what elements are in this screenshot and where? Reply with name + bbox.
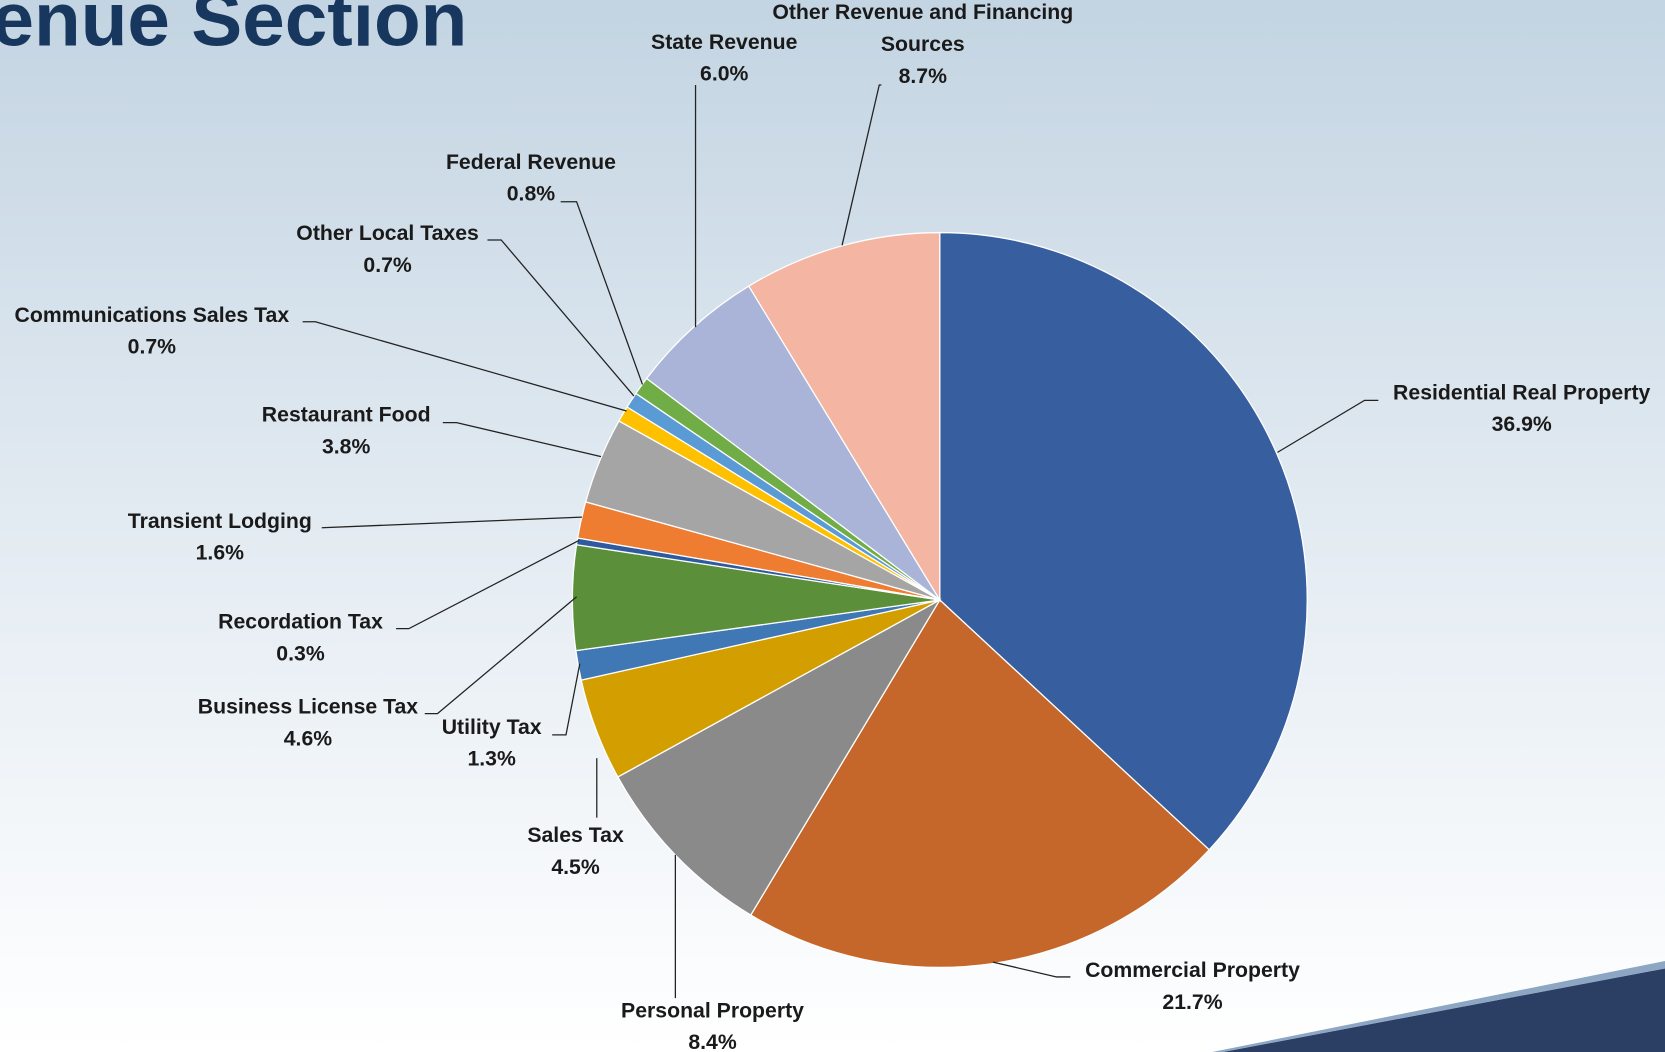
leader-line — [841, 84, 882, 246]
slice-label: Federal Revenue 0.8% — [425, 147, 637, 211]
corner-stripe — [1212, 961, 1665, 1052]
leader-line — [396, 539, 580, 630]
value-label: 21.7% — [1162, 990, 1223, 1015]
category-name: Personal Property — [621, 999, 805, 1023]
pie-slice — [747, 231, 941, 603]
value-label: 36.9% — [1491, 413, 1552, 437]
category-name: Restaurant Food — [261, 403, 431, 427]
value-label: 4.5% — [551, 855, 600, 880]
slice-label: Other Local Taxes 0.7% — [271, 218, 505, 282]
slide-title: enue Section — [0, 0, 468, 63]
leader-line — [302, 321, 627, 412]
leader-line — [992, 961, 1071, 978]
category-name: Other Revenue and Financing Sources — [772, 1, 1074, 57]
category-name: Sales Tax — [527, 824, 624, 848]
category-name: Utility Tax — [441, 715, 542, 740]
value-label: 1.3% — [467, 747, 516, 771]
category-name: Federal Revenue — [445, 150, 616, 175]
category-name: State Revenue — [651, 30, 798, 55]
category-name: Other Local Taxes — [296, 221, 479, 246]
pie-slice — [939, 231, 1308, 851]
slice-label: Personal Property 8.4% — [596, 995, 830, 1052]
value-label: 0.7% — [363, 253, 412, 278]
slice-label: Other Revenue and Financing Sources 8.7% — [748, 0, 1098, 92]
category-name: Recordation Tax — [218, 610, 383, 634]
value-label: 3.8% — [321, 435, 371, 459]
category-name: Business License Tax — [197, 695, 419, 719]
value-label: 0.3% — [276, 642, 325, 666]
value-label: 0.8% — [506, 182, 556, 207]
category-name: Transient Lodging — [127, 509, 312, 534]
slice-label: Commercial Property 21.7% — [1054, 955, 1330, 1019]
pie-slice — [749, 598, 1211, 968]
value-label: 8.7% — [898, 64, 947, 89]
leader-line — [424, 596, 578, 715]
leader-line — [552, 663, 581, 736]
slice-label: Recordation Tax 0.3% — [194, 606, 406, 670]
value-label: 6.0% — [700, 62, 749, 87]
value-label: 8.4% — [688, 1031, 737, 1052]
leader-line — [442, 421, 602, 458]
slice-label: Communications Sales Tax 0.7% — [0, 299, 311, 363]
value-label: 4.6% — [283, 727, 333, 751]
value-label: 0.7% — [127, 335, 177, 359]
slice-label: Business License Tax 4.6% — [181, 691, 436, 755]
category-name: Residential Real Property — [1393, 381, 1651, 405]
leader-line — [1277, 399, 1379, 453]
pie-slice — [616, 598, 942, 916]
category-name: Communications Sales Tax — [14, 303, 290, 328]
slice-label: Transient Lodging 1.6% — [103, 505, 337, 569]
category-name: Commercial Property — [1085, 958, 1300, 983]
pie-slice — [645, 285, 941, 601]
slice-label: Residential Real Property 36.9% — [1362, 377, 1665, 441]
slice-label: State Revenue 6.0% — [629, 27, 820, 91]
slice-label: Restaurant Food 3.8% — [240, 399, 452, 463]
slice-label: Sales Tax 4.5% — [512, 820, 639, 884]
leader-line — [321, 516, 582, 529]
slice-label: Utility Tax 1.3% — [423, 711, 561, 775]
corner-decoration — [1222, 968, 1665, 1052]
value-label: 1.6% — [195, 541, 245, 565]
leader-line — [560, 201, 644, 385]
leader-line — [487, 239, 635, 397]
